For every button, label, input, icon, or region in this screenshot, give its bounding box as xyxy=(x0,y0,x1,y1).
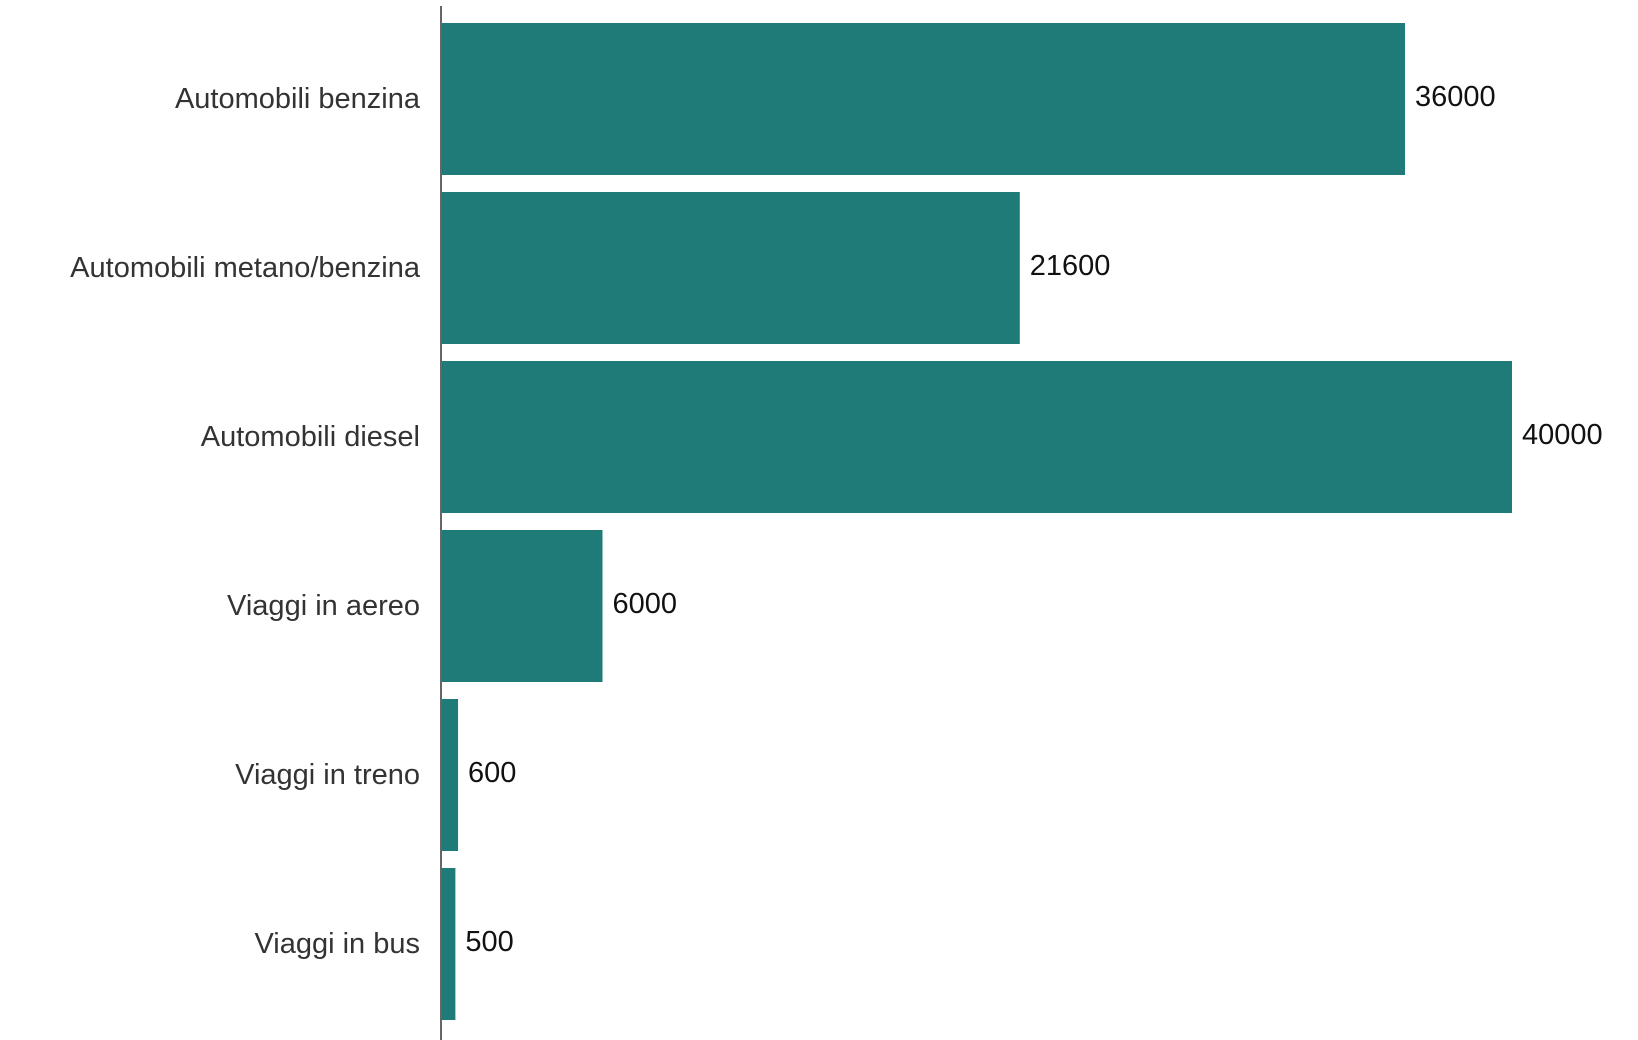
value-label: 500 xyxy=(465,926,513,958)
category-label: Automobili benzina xyxy=(175,83,421,115)
category-label: Automobili metano/benzina xyxy=(70,252,421,284)
category-label: Automobili diesel xyxy=(201,421,420,453)
value-label: 40000 xyxy=(1522,419,1603,451)
bar xyxy=(442,23,1405,175)
value-label: 21600 xyxy=(1030,250,1111,282)
value-label: 600 xyxy=(468,757,516,789)
bar xyxy=(442,699,459,851)
bar xyxy=(442,361,1512,513)
category-label: Viaggi in aereo xyxy=(227,590,420,622)
value-labels-group: 36000 21600 40000 6000 600 500 xyxy=(465,81,1602,958)
category-label: Viaggi in treno xyxy=(235,759,420,791)
value-label: 36000 xyxy=(1415,81,1496,113)
bar xyxy=(442,868,456,1020)
bar xyxy=(442,192,1020,344)
category-labels-group: Automobili benzina Automobili metano/benz… xyxy=(70,83,421,960)
value-label: 6000 xyxy=(613,588,678,620)
category-label: Viaggi in bus xyxy=(254,928,420,960)
bars-group xyxy=(442,23,1512,1020)
bar xyxy=(442,530,603,682)
